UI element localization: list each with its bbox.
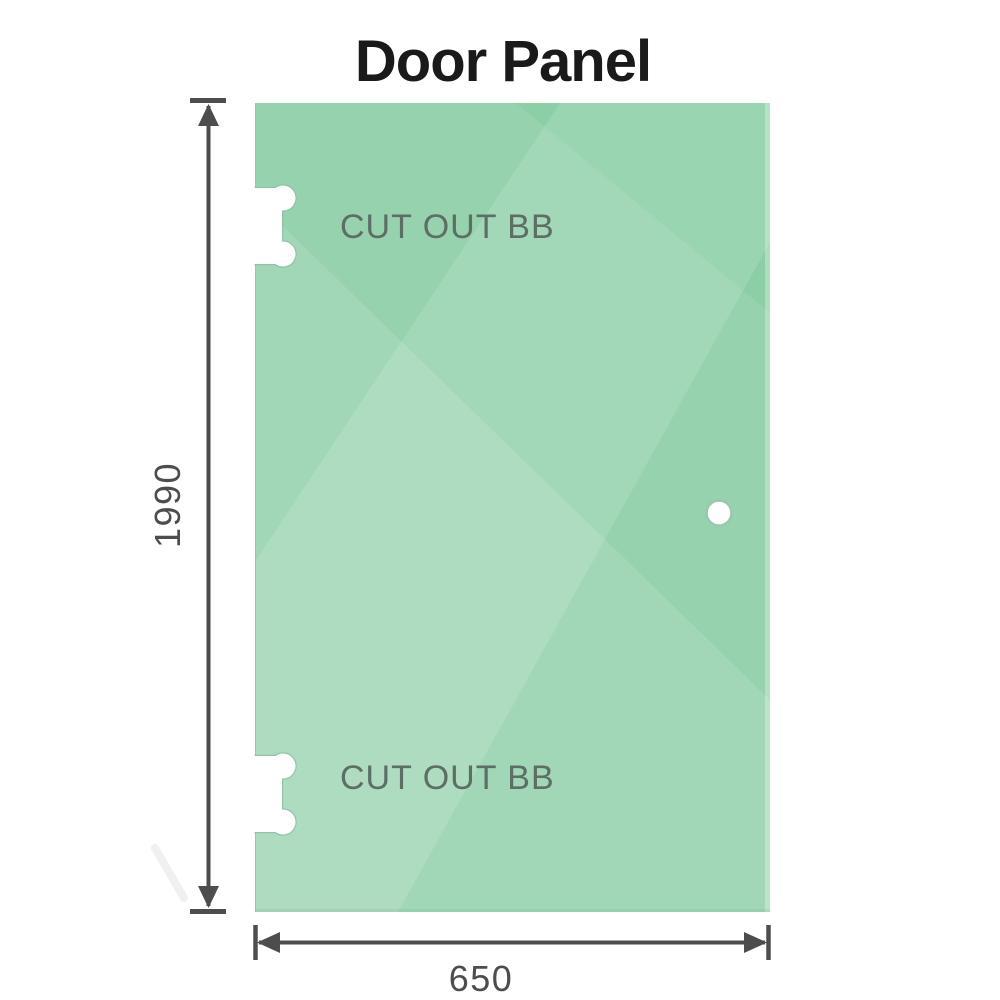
reflection-band-2 — [256, 200, 770, 912]
glass-panel-body — [255, 103, 770, 912]
glass-reflections — [255, 103, 770, 912]
width-dimension-value: 650 — [449, 958, 514, 999]
arrowhead-right-icon — [744, 932, 767, 953]
width-dimension: 650 — [253, 925, 771, 999]
cutout-bottom-label: CUT OUT BB — [340, 759, 555, 797]
page-title: Door Panel — [355, 29, 651, 94]
edge-highlight-right — [765, 103, 770, 912]
background-smudge-artifact — [151, 844, 188, 902]
height-dimension-value: 1990 — [147, 462, 188, 548]
arrowhead-left-icon — [257, 932, 280, 953]
reflection-band-1 — [256, 103, 770, 912]
hinge-cutout-top — [254, 184, 297, 268]
hinge-cutout-top-fill — [254, 185, 296, 267]
arrowhead-down-icon — [198, 886, 219, 908]
arrowhead-up-icon — [198, 104, 219, 126]
glass-panel: CUT OUT BB CUT OUT BB — [254, 103, 770, 912]
cutout-top-label: CUT OUT BB — [340, 208, 555, 246]
edge-shade-bottom — [255, 909, 770, 912]
hinge-cutout-bottom-fill — [254, 753, 296, 835]
handle-hole — [705, 499, 733, 527]
reflection-band-3 — [256, 103, 770, 912]
height-dimension: 1990 — [147, 98, 226, 914]
hinge-cutout-bottom — [254, 752, 297, 836]
